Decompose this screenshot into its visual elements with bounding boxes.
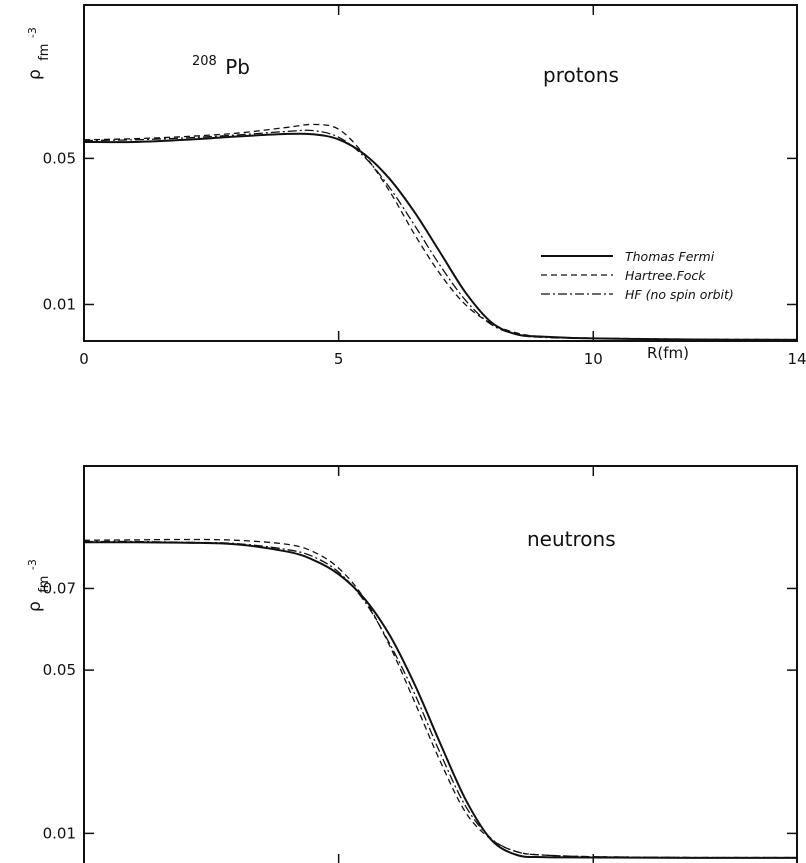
y-tick-label: 0.07 bbox=[43, 579, 76, 597]
y-axis-label-unit: fm bbox=[37, 576, 52, 593]
x-tick-label: 5 bbox=[334, 350, 344, 368]
y-tick-label: 0.05 bbox=[43, 149, 76, 167]
y-tick-label: 0.05 bbox=[43, 661, 76, 679]
axis-ticks bbox=[84, 5, 797, 341]
nucleus-mass-number: 208 bbox=[192, 54, 217, 69]
tick-labels: 0.07 0.05 0.01 bbox=[43, 579, 76, 842]
x-tick-label: 10 bbox=[584, 350, 603, 368]
series-line-hf-no-spin-orbit bbox=[83, 129, 798, 341]
y-axis-label-exponent: -3 bbox=[26, 27, 39, 38]
y-axis-label-symbol: ρ bbox=[25, 601, 45, 612]
nucleus-label: 208 Pb bbox=[192, 46, 250, 79]
legend-label-hartree-fock: Hartree.Fock bbox=[625, 268, 706, 283]
plot-frame bbox=[83, 465, 798, 863]
series-line-hartree-fock bbox=[83, 123, 798, 341]
legend-label-hf-no-spin-orbit: HF (no spin orbit) bbox=[625, 287, 734, 302]
legend-label-thomas-fermi: Thomas Fermi bbox=[625, 249, 715, 264]
svg-text:ρ fm -3: ρ fm -3 bbox=[25, 27, 53, 80]
series-curves bbox=[83, 538, 798, 859]
protons-annotation: protons bbox=[543, 63, 619, 87]
neutrons-annotation: neutrons bbox=[527, 527, 616, 551]
svg-text:ρ fm -3: ρ fm -3 bbox=[25, 559, 53, 612]
x-tick-label: 14 bbox=[787, 350, 806, 368]
y-tick-label: 0.01 bbox=[43, 824, 76, 842]
y-axis-label: ρ fm -3 bbox=[25, 559, 53, 612]
plot-frame bbox=[83, 4, 798, 342]
series-curves bbox=[83, 123, 798, 341]
legend: Thomas Fermi Hartree.Fock HF (no spin or… bbox=[541, 249, 734, 302]
y-axis-label-symbol: ρ bbox=[25, 69, 45, 80]
tick-labels: 0 5 10 14 0.05 0.01 bbox=[43, 149, 806, 368]
series-line-hf-no-spin-orbit bbox=[83, 540, 798, 859]
x-tick-label: 0 bbox=[79, 350, 89, 368]
nucleus-symbol: Pb bbox=[225, 55, 250, 79]
series-line-thomas-fermi bbox=[83, 132, 798, 341]
y-tick-label: 0.01 bbox=[43, 295, 76, 313]
y-axis-label-unit: fm bbox=[37, 44, 52, 61]
y-axis-label-exponent: -3 bbox=[26, 559, 39, 570]
proton-density-chart: ρ fm -3 208 Pb protons R(fm) 0 5 10 140.050… bbox=[25, 4, 806, 368]
series-line-thomas-fermi bbox=[83, 541, 797, 859]
neutron-density-chart: ρ fm -3 neutrons 0.07 0.05 0.01 bbox=[25, 465, 798, 863]
axis-ticks bbox=[84, 466, 797, 863]
x-axis-label: R(fm) bbox=[647, 344, 689, 362]
y-axis-label: ρ fm -3 bbox=[25, 27, 53, 80]
series-line-hartree-fock bbox=[83, 538, 798, 859]
